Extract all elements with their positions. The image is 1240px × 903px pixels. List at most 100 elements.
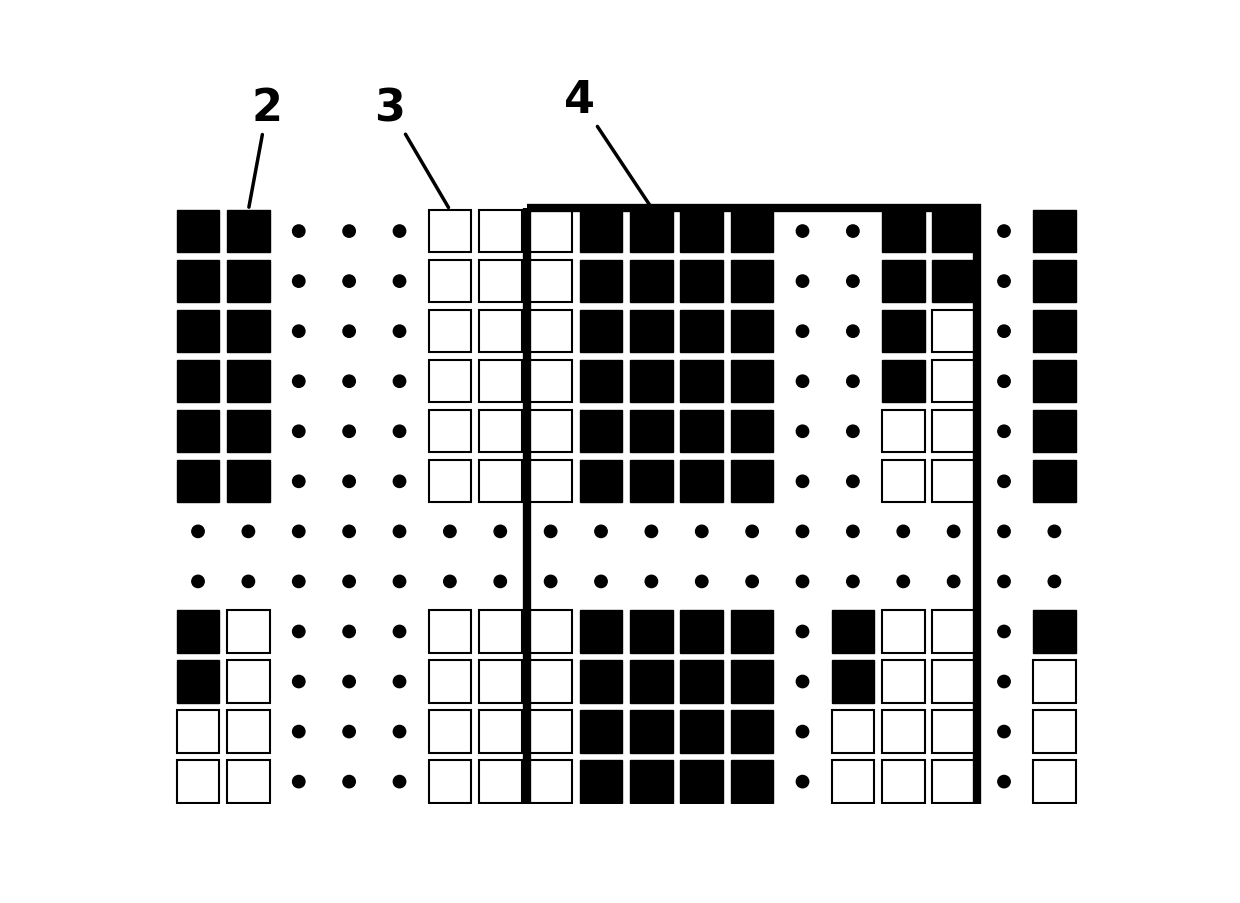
Circle shape xyxy=(595,575,608,588)
Circle shape xyxy=(746,575,759,588)
Bar xyxy=(479,210,522,253)
Bar xyxy=(630,210,672,253)
Circle shape xyxy=(393,776,405,788)
Circle shape xyxy=(847,425,859,438)
Circle shape xyxy=(192,526,205,538)
Bar xyxy=(1033,411,1076,453)
Circle shape xyxy=(796,476,808,488)
Bar xyxy=(227,661,270,703)
Bar xyxy=(630,311,672,353)
Bar xyxy=(882,861,925,903)
Circle shape xyxy=(796,825,808,838)
Bar xyxy=(479,360,522,403)
Bar xyxy=(932,760,975,803)
Circle shape xyxy=(796,675,808,688)
Circle shape xyxy=(998,425,1011,438)
Circle shape xyxy=(293,226,305,238)
Bar xyxy=(429,261,471,303)
Bar xyxy=(932,261,975,303)
Text: 4: 4 xyxy=(564,79,650,206)
Circle shape xyxy=(393,425,405,438)
Bar xyxy=(580,711,622,753)
Bar xyxy=(1033,610,1076,653)
Bar xyxy=(630,811,672,853)
Circle shape xyxy=(796,626,808,638)
Circle shape xyxy=(998,376,1011,388)
Circle shape xyxy=(796,726,808,738)
Circle shape xyxy=(192,575,205,588)
Circle shape xyxy=(393,626,405,638)
Bar xyxy=(681,610,723,653)
Circle shape xyxy=(393,876,405,888)
Bar xyxy=(176,760,219,803)
Bar xyxy=(429,210,471,253)
Bar xyxy=(176,360,219,403)
Bar xyxy=(479,411,522,453)
Bar xyxy=(529,411,572,453)
Bar xyxy=(429,760,471,803)
Bar xyxy=(176,261,219,303)
Bar xyxy=(529,360,572,403)
Bar xyxy=(681,411,723,453)
Circle shape xyxy=(494,526,506,538)
Circle shape xyxy=(998,526,1011,538)
Bar xyxy=(832,661,874,703)
Bar xyxy=(630,360,672,403)
Circle shape xyxy=(998,326,1011,338)
Bar xyxy=(580,360,622,403)
Bar xyxy=(429,661,471,703)
Bar xyxy=(580,210,622,253)
Bar xyxy=(227,861,270,903)
Bar xyxy=(227,311,270,353)
Bar xyxy=(479,760,522,803)
Bar xyxy=(176,661,219,703)
Bar xyxy=(429,360,471,403)
Bar xyxy=(529,811,572,853)
Circle shape xyxy=(847,326,859,338)
Bar xyxy=(882,360,925,403)
Bar xyxy=(730,461,774,503)
Bar xyxy=(580,411,622,453)
Bar xyxy=(932,360,975,403)
Bar xyxy=(479,811,522,853)
Circle shape xyxy=(1048,575,1060,588)
Circle shape xyxy=(796,326,808,338)
Bar xyxy=(176,811,219,853)
Circle shape xyxy=(998,675,1011,688)
Circle shape xyxy=(293,776,305,788)
Circle shape xyxy=(343,425,356,438)
Circle shape xyxy=(796,425,808,438)
Bar xyxy=(730,711,774,753)
Circle shape xyxy=(998,226,1011,238)
Circle shape xyxy=(897,526,909,538)
Bar xyxy=(176,861,219,903)
Circle shape xyxy=(544,575,557,588)
Bar xyxy=(529,661,572,703)
Bar xyxy=(429,610,471,653)
Bar xyxy=(176,461,219,503)
Circle shape xyxy=(293,275,305,288)
Bar xyxy=(429,411,471,453)
Bar xyxy=(932,811,975,853)
Bar xyxy=(227,210,270,253)
Circle shape xyxy=(343,726,356,738)
Bar xyxy=(730,811,774,853)
Circle shape xyxy=(696,526,708,538)
Bar xyxy=(730,861,774,903)
Bar xyxy=(580,461,622,503)
Circle shape xyxy=(847,526,859,538)
Circle shape xyxy=(796,876,808,888)
Bar xyxy=(630,760,672,803)
Bar xyxy=(932,661,975,703)
Bar xyxy=(932,461,975,503)
Circle shape xyxy=(343,476,356,488)
Bar xyxy=(730,760,774,803)
Bar xyxy=(227,610,270,653)
Circle shape xyxy=(897,575,909,588)
Bar xyxy=(730,311,774,353)
Bar xyxy=(1033,711,1076,753)
Bar xyxy=(630,261,672,303)
Bar xyxy=(681,760,723,803)
Text: 2: 2 xyxy=(249,87,283,208)
Circle shape xyxy=(393,726,405,738)
